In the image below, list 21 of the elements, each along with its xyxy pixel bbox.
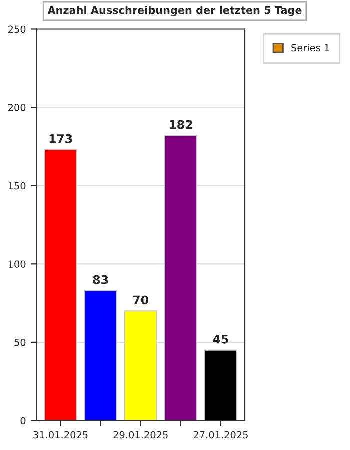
- chart-title: Anzahl Ausschreibungen der letzten 5 Tage: [48, 6, 302, 16]
- y-tick-label: 50: [14, 338, 26, 346]
- bar: [204, 350, 238, 421]
- x-tick-label: 31.01.2025: [34, 431, 88, 439]
- data-label: 173: [50, 134, 72, 144]
- text: Series 1: [292, 44, 330, 52]
- x-tick-label: 29.01.2025: [114, 431, 168, 439]
- y-tick-label: 0: [20, 417, 26, 425]
- x-tick-label: 27.01.2025: [194, 431, 248, 439]
- data-label: 70: [133, 296, 149, 305]
- data-label: 45: [213, 335, 228, 344]
- bar: [164, 135, 198, 421]
- data-label: 83: [93, 275, 108, 284]
- y-tick-label: 100: [8, 260, 26, 268]
- bar: [84, 290, 118, 421]
- y-tick-label: 250: [8, 26, 26, 34]
- y-tick-label: 150: [8, 182, 26, 190]
- bar: [44, 149, 78, 421]
- data-label: 182: [170, 120, 192, 130]
- bar: [124, 310, 158, 421]
- y-tick-label: 200: [8, 104, 26, 112]
